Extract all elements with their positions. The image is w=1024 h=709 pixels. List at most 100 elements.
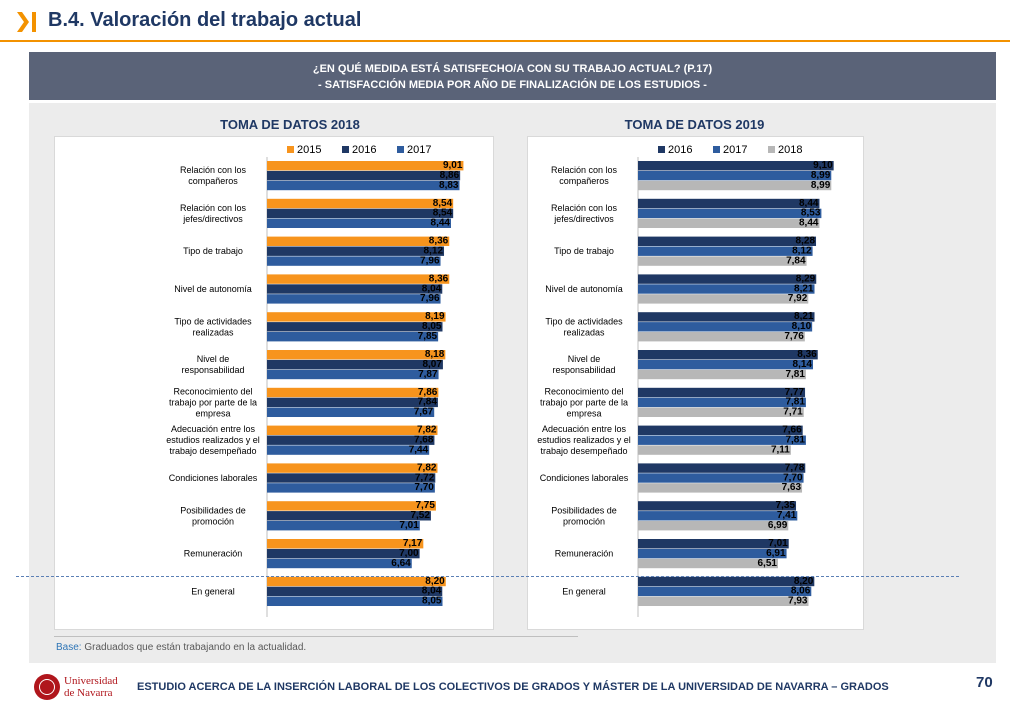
- data-label: 7,82: [417, 462, 437, 473]
- bar-2018: [638, 483, 803, 493]
- bar-2015: [267, 312, 446, 322]
- bar-2017: [267, 483, 435, 493]
- category-group: Tipo de trabajo 8,368,127,96: [183, 236, 450, 266]
- category-group: Condiciones laborales 7,787,707,63: [540, 462, 806, 493]
- bar-2017: [267, 294, 441, 304]
- category-label: jefes/directivos: [553, 214, 614, 224]
- bar-2017: [638, 359, 814, 370]
- bar-2017: [638, 322, 813, 332]
- bar-2017: [267, 445, 430, 455]
- data-label: 7,87: [418, 369, 438, 380]
- legend-entry-2018: 2018: [778, 144, 802, 156]
- data-label: 7,81: [785, 435, 805, 446]
- data-label: 7,01: [399, 520, 419, 531]
- legend-swatch-2017: [713, 146, 720, 153]
- data-label: 7,81: [785, 369, 805, 380]
- data-label: 7,63: [782, 482, 802, 493]
- data-label: 8,07: [422, 359, 442, 370]
- category-label: responsabilidad: [552, 365, 615, 375]
- data-label: 8,36: [797, 349, 817, 360]
- chevron-bar-icon: [17, 12, 36, 32]
- category-group: En general 8,208,048,05: [191, 576, 446, 607]
- bar-2016: [638, 539, 789, 549]
- bar-2018: [638, 369, 806, 380]
- data-label: 8,54: [433, 198, 453, 209]
- bar-2018: [638, 407, 804, 417]
- bar-2016: [638, 312, 815, 322]
- category-label: trabajo desempeñado: [169, 446, 256, 456]
- bar-2017: [638, 586, 812, 597]
- legend-swatch-2015: [287, 146, 294, 153]
- data-label: 9,01: [443, 160, 463, 171]
- category-group: En general 8,208,067,93: [562, 576, 815, 607]
- category-label: Relación con los: [551, 165, 618, 175]
- data-label: 7,52: [410, 510, 430, 521]
- data-label: 7,44: [409, 444, 429, 455]
- data-label: 7,75: [415, 500, 435, 511]
- category-label: Nivel de: [197, 354, 230, 364]
- data-label: 7,72: [415, 472, 435, 483]
- bar-2016: [267, 473, 436, 483]
- bar-2017: [267, 521, 420, 531]
- question-line-2: - SATISFACCIÓN MEDIA POR AÑO DE FINALIZA…: [318, 79, 707, 91]
- category-label: compañeros: [188, 176, 238, 186]
- data-label: 6,91: [766, 548, 786, 559]
- category-label: Nivel de: [568, 354, 601, 364]
- legend-swatch-2018: [768, 146, 775, 153]
- data-label: 7,84: [786, 255, 806, 266]
- category-label: trabajo por parte de la: [540, 397, 628, 407]
- bar-2016: [638, 198, 820, 209]
- data-label: 6,51: [757, 558, 777, 569]
- bar-2018: [638, 596, 809, 606]
- category-label: Tipo de trabajo: [554, 246, 614, 256]
- category-group: Nivel de autonomía 8,298,217,92: [545, 273, 817, 304]
- bar-2016: [267, 586, 443, 597]
- data-label: 8,04: [422, 283, 442, 294]
- category-label: estudios realizados y el: [537, 435, 631, 445]
- data-label: 7,86: [418, 387, 438, 398]
- data-label: 8,10: [792, 321, 812, 332]
- data-label: 8,86: [440, 170, 460, 181]
- data-label: 8,36: [429, 273, 449, 284]
- data-label: 7,68: [414, 435, 434, 446]
- bar-2018: [638, 521, 789, 531]
- legend-swatch-2017: [397, 146, 404, 153]
- data-label: 7,01: [768, 538, 788, 549]
- data-label: 7,70: [783, 472, 803, 483]
- en-general-divider: [16, 576, 959, 577]
- data-label: 7,71: [783, 407, 803, 418]
- data-label: 6,99: [768, 520, 788, 531]
- data-label: 7,92: [788, 293, 808, 304]
- data-label: 8,83: [439, 180, 459, 191]
- category-label: compañeros: [559, 176, 609, 186]
- bar-2015: [267, 501, 436, 511]
- bar-2018: [638, 256, 807, 266]
- data-label: 8,19: [425, 311, 445, 322]
- category-label: trabajo desempeñado: [540, 446, 627, 456]
- bar-2017: [638, 284, 815, 294]
- data-label: 8,12: [424, 246, 444, 257]
- logo-line-1: Universidad: [64, 675, 118, 687]
- chart-legend: 2016 2017 2018: [658, 144, 802, 156]
- category-label: Tipo de actividades: [545, 316, 623, 326]
- bar-2015: [267, 161, 464, 171]
- data-label: 8,36: [429, 236, 449, 247]
- category-label: responsabilidad: [181, 365, 244, 375]
- study-title: ESTUDIO ACERCA DE LA INSERCIÓN LABORAL D…: [137, 681, 889, 693]
- base-label: Base:: [56, 642, 82, 653]
- category-label: trabajo por parte de la: [169, 397, 257, 407]
- bar-2018: [638, 558, 778, 569]
- data-label: 8,53: [801, 208, 821, 219]
- bar-2016: [267, 246, 445, 256]
- bar-2017: [638, 473, 804, 483]
- chart-title-2019: TOMA DE DATOS 2019: [624, 117, 765, 132]
- bar-2017: [267, 558, 412, 569]
- data-label: 8,18: [425, 349, 445, 360]
- data-label: 7,78: [785, 462, 805, 473]
